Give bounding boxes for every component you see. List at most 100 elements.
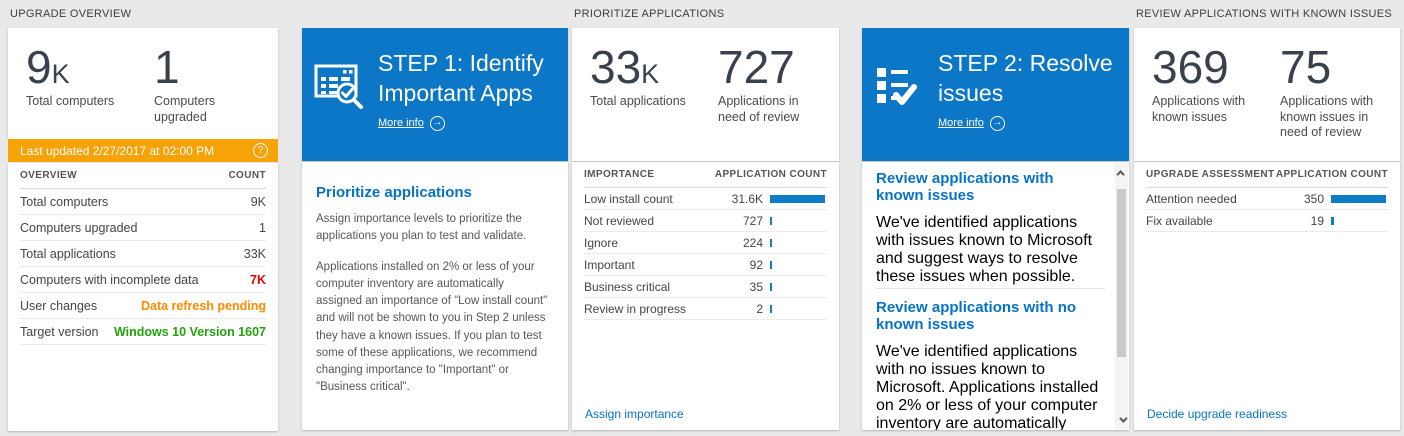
count-bar xyxy=(770,304,827,313)
row-label: Review in progress xyxy=(584,301,687,316)
stat-total-computers: 9K Total computers xyxy=(26,44,154,125)
scrollbar-thumb[interactable] xyxy=(1117,189,1126,357)
section-label-review-known-issues: REVIEW APPLICATIONS WITH KNOWN ISSUES xyxy=(1136,8,1392,20)
prioritize-applications-heading[interactable]: Prioritize applications xyxy=(316,184,472,201)
upgrade-overview-column: 9K Total computers 1 Computers upgraded … xyxy=(8,28,278,431)
table-row[interactable]: Important 92 xyxy=(584,254,827,276)
importance-table-card: IMPORTANCE APPLICATION COUNT Low install… xyxy=(572,162,839,430)
row-value: 350 xyxy=(1303,191,1324,206)
step2-more-info-link[interactable]: More info → xyxy=(938,115,1005,131)
review-apps-known-issues-heading[interactable]: Review applications with known issues xyxy=(876,170,1054,204)
row-label: Total applications xyxy=(20,246,116,261)
section-label-prioritize-applications: PRIORITIZE APPLICATIONS xyxy=(574,8,725,20)
prioritize-applications-panel: Prioritize applications Assign importanc… xyxy=(302,162,568,430)
stat-apps-known-issues-need-review: 75 Applications with known issues in nee… xyxy=(1280,44,1390,141)
step1-tile[interactable]: STEP 1: Identify Important Apps More inf… xyxy=(302,28,568,161)
row-label: Low install count xyxy=(584,191,673,206)
table-row[interactable]: Fix available 19 xyxy=(1146,210,1388,232)
row-label: Target version xyxy=(20,324,99,339)
panel-paragraph: Assign importance levels to prioritize t… xyxy=(316,213,527,243)
row-value: 33K xyxy=(243,246,266,261)
step1-title: STEP 1: Identify Important Apps xyxy=(378,50,544,107)
section-label-upgrade-overview: UPGRADE OVERVIEW xyxy=(10,8,132,20)
row-label: Computers with incomplete data xyxy=(20,272,199,287)
row-value-target: Windows 10 Version 1607 xyxy=(113,324,266,339)
stat-value: 1 xyxy=(154,41,180,93)
table-row[interactable]: Computers with incomplete data 7K xyxy=(20,267,266,293)
row-value: 35 xyxy=(749,279,763,294)
stat-value: 33K xyxy=(590,41,660,93)
column-header-overview: OVERVIEW xyxy=(20,170,77,181)
table-row[interactable]: Attention needed 350 xyxy=(1146,188,1388,210)
stat-label: Applications in need of review xyxy=(718,94,800,124)
step2-tile[interactable]: STEP 2: Resolve issues More info → xyxy=(862,28,1129,161)
stat-apps-need-review: 727 Applications in need of review xyxy=(718,44,829,125)
row-label: Ignore xyxy=(584,235,619,250)
stat-label: Applications with known issues xyxy=(1152,94,1246,124)
row-value: 727 xyxy=(742,213,763,228)
review-apps-no-known-issues-heading[interactable]: Review applications with no known issues xyxy=(876,299,1077,333)
table-row[interactable]: Ignore 224 xyxy=(584,232,827,254)
panel-paragraph: We've identified applications with no is… xyxy=(876,343,1099,430)
stat-label: Computers upgraded xyxy=(154,94,216,124)
assign-importance-link[interactable]: Assign importance xyxy=(585,407,684,421)
stat-total-applications: 33K Total applications xyxy=(590,44,718,125)
row-value: 31.6K xyxy=(731,191,763,206)
resolve-issues-panel: Review applications with known issues We… xyxy=(862,162,1129,430)
row-label: User changes xyxy=(20,298,98,313)
review-known-issues-column: 369 Applications with known issues 75 Ap… xyxy=(1134,28,1400,430)
table-row[interactable]: User changes Data refresh pending xyxy=(20,293,266,319)
stat-label: Total applications xyxy=(590,94,686,108)
panel-paragraph: Applications installed on 2% or less of … xyxy=(316,260,548,394)
stat-label: Applications with known issues in need o… xyxy=(1280,94,1374,140)
step1-more-info-link[interactable]: More info → xyxy=(378,115,445,131)
table-header: IMPORTANCE APPLICATION COUNT xyxy=(584,162,827,188)
row-value: 1 xyxy=(259,220,266,235)
prioritize-applications-column: 33K Total applications 727 Applications … xyxy=(572,28,839,430)
row-value: 19 xyxy=(1310,213,1324,228)
known-issues-stats-tile[interactable]: 369 Applications with known issues 75 Ap… xyxy=(1134,28,1400,161)
resolve-issues-icon xyxy=(874,48,938,161)
column-header-application-count: APPLICATION COUNT xyxy=(1275,169,1388,180)
table-row[interactable]: Computers upgraded 1 xyxy=(20,215,266,241)
table-header: OVERVIEW COUNT xyxy=(20,163,266,189)
overview-stats-tile[interactable]: 9K Total computers 1 Computers upgraded xyxy=(8,28,278,139)
panel-section: Review applications with known issues We… xyxy=(876,170,1105,289)
row-label: Important xyxy=(584,257,635,272)
table-row[interactable]: Not reviewed 727 xyxy=(584,210,827,232)
table-row[interactable]: Low install count 31.6K xyxy=(584,188,827,210)
count-bar xyxy=(770,216,827,225)
panel-scrollbar[interactable] xyxy=(1115,163,1128,429)
row-value-pending: Data refresh pending xyxy=(140,298,266,313)
count-bar xyxy=(770,260,827,269)
scroll-down-button[interactable] xyxy=(1115,412,1128,427)
column-header-application-count: APPLICATION COUNT xyxy=(714,169,827,180)
row-value: 9K xyxy=(250,194,266,209)
table-header: UPGRADE ASSESSMENT APPLICATION COUNT xyxy=(1146,162,1388,188)
table-row[interactable]: Business critical 35 xyxy=(584,276,827,298)
help-icon[interactable]: ? xyxy=(253,143,268,158)
column-header-importance: IMPORTANCE xyxy=(584,169,655,180)
panel-paragraph: We've identified applications with issue… xyxy=(876,214,1093,285)
stat-value: 369 xyxy=(1152,41,1229,93)
row-value: 224 xyxy=(742,235,763,250)
overview-table-card: OVERVIEW COUNT Total computers 9K Comput… xyxy=(8,163,278,431)
identify-apps-icon xyxy=(314,48,378,161)
applications-stats-tile[interactable]: 33K Total applications 727 Applications … xyxy=(572,28,839,161)
row-label: Not reviewed xyxy=(584,213,655,228)
scroll-up-button[interactable] xyxy=(1115,165,1128,180)
table-row[interactable]: Review in progress 2 xyxy=(584,298,827,320)
step2-title: STEP 2: Resolve issues xyxy=(938,50,1113,107)
decide-upgrade-readiness-link[interactable]: Decide upgrade readiness xyxy=(1147,407,1288,421)
table-row[interactable]: Target version Windows 10 Version 1607 xyxy=(20,319,266,345)
table-row[interactable]: Total computers 9K xyxy=(20,189,266,215)
last-updated-bar: Last updated 2/27/2017 at 02:00 PM ? xyxy=(8,139,278,162)
column-header-count: COUNT xyxy=(228,170,266,181)
row-label: Business critical xyxy=(584,279,671,294)
row-label: Computers upgraded xyxy=(20,220,138,235)
table-row[interactable]: Total applications 33K xyxy=(20,241,266,267)
arrow-right-icon: → xyxy=(429,115,445,131)
stat-computers-upgraded: 1 Computers upgraded xyxy=(154,44,268,125)
panel-section: Review applications with no known issues… xyxy=(876,299,1105,430)
